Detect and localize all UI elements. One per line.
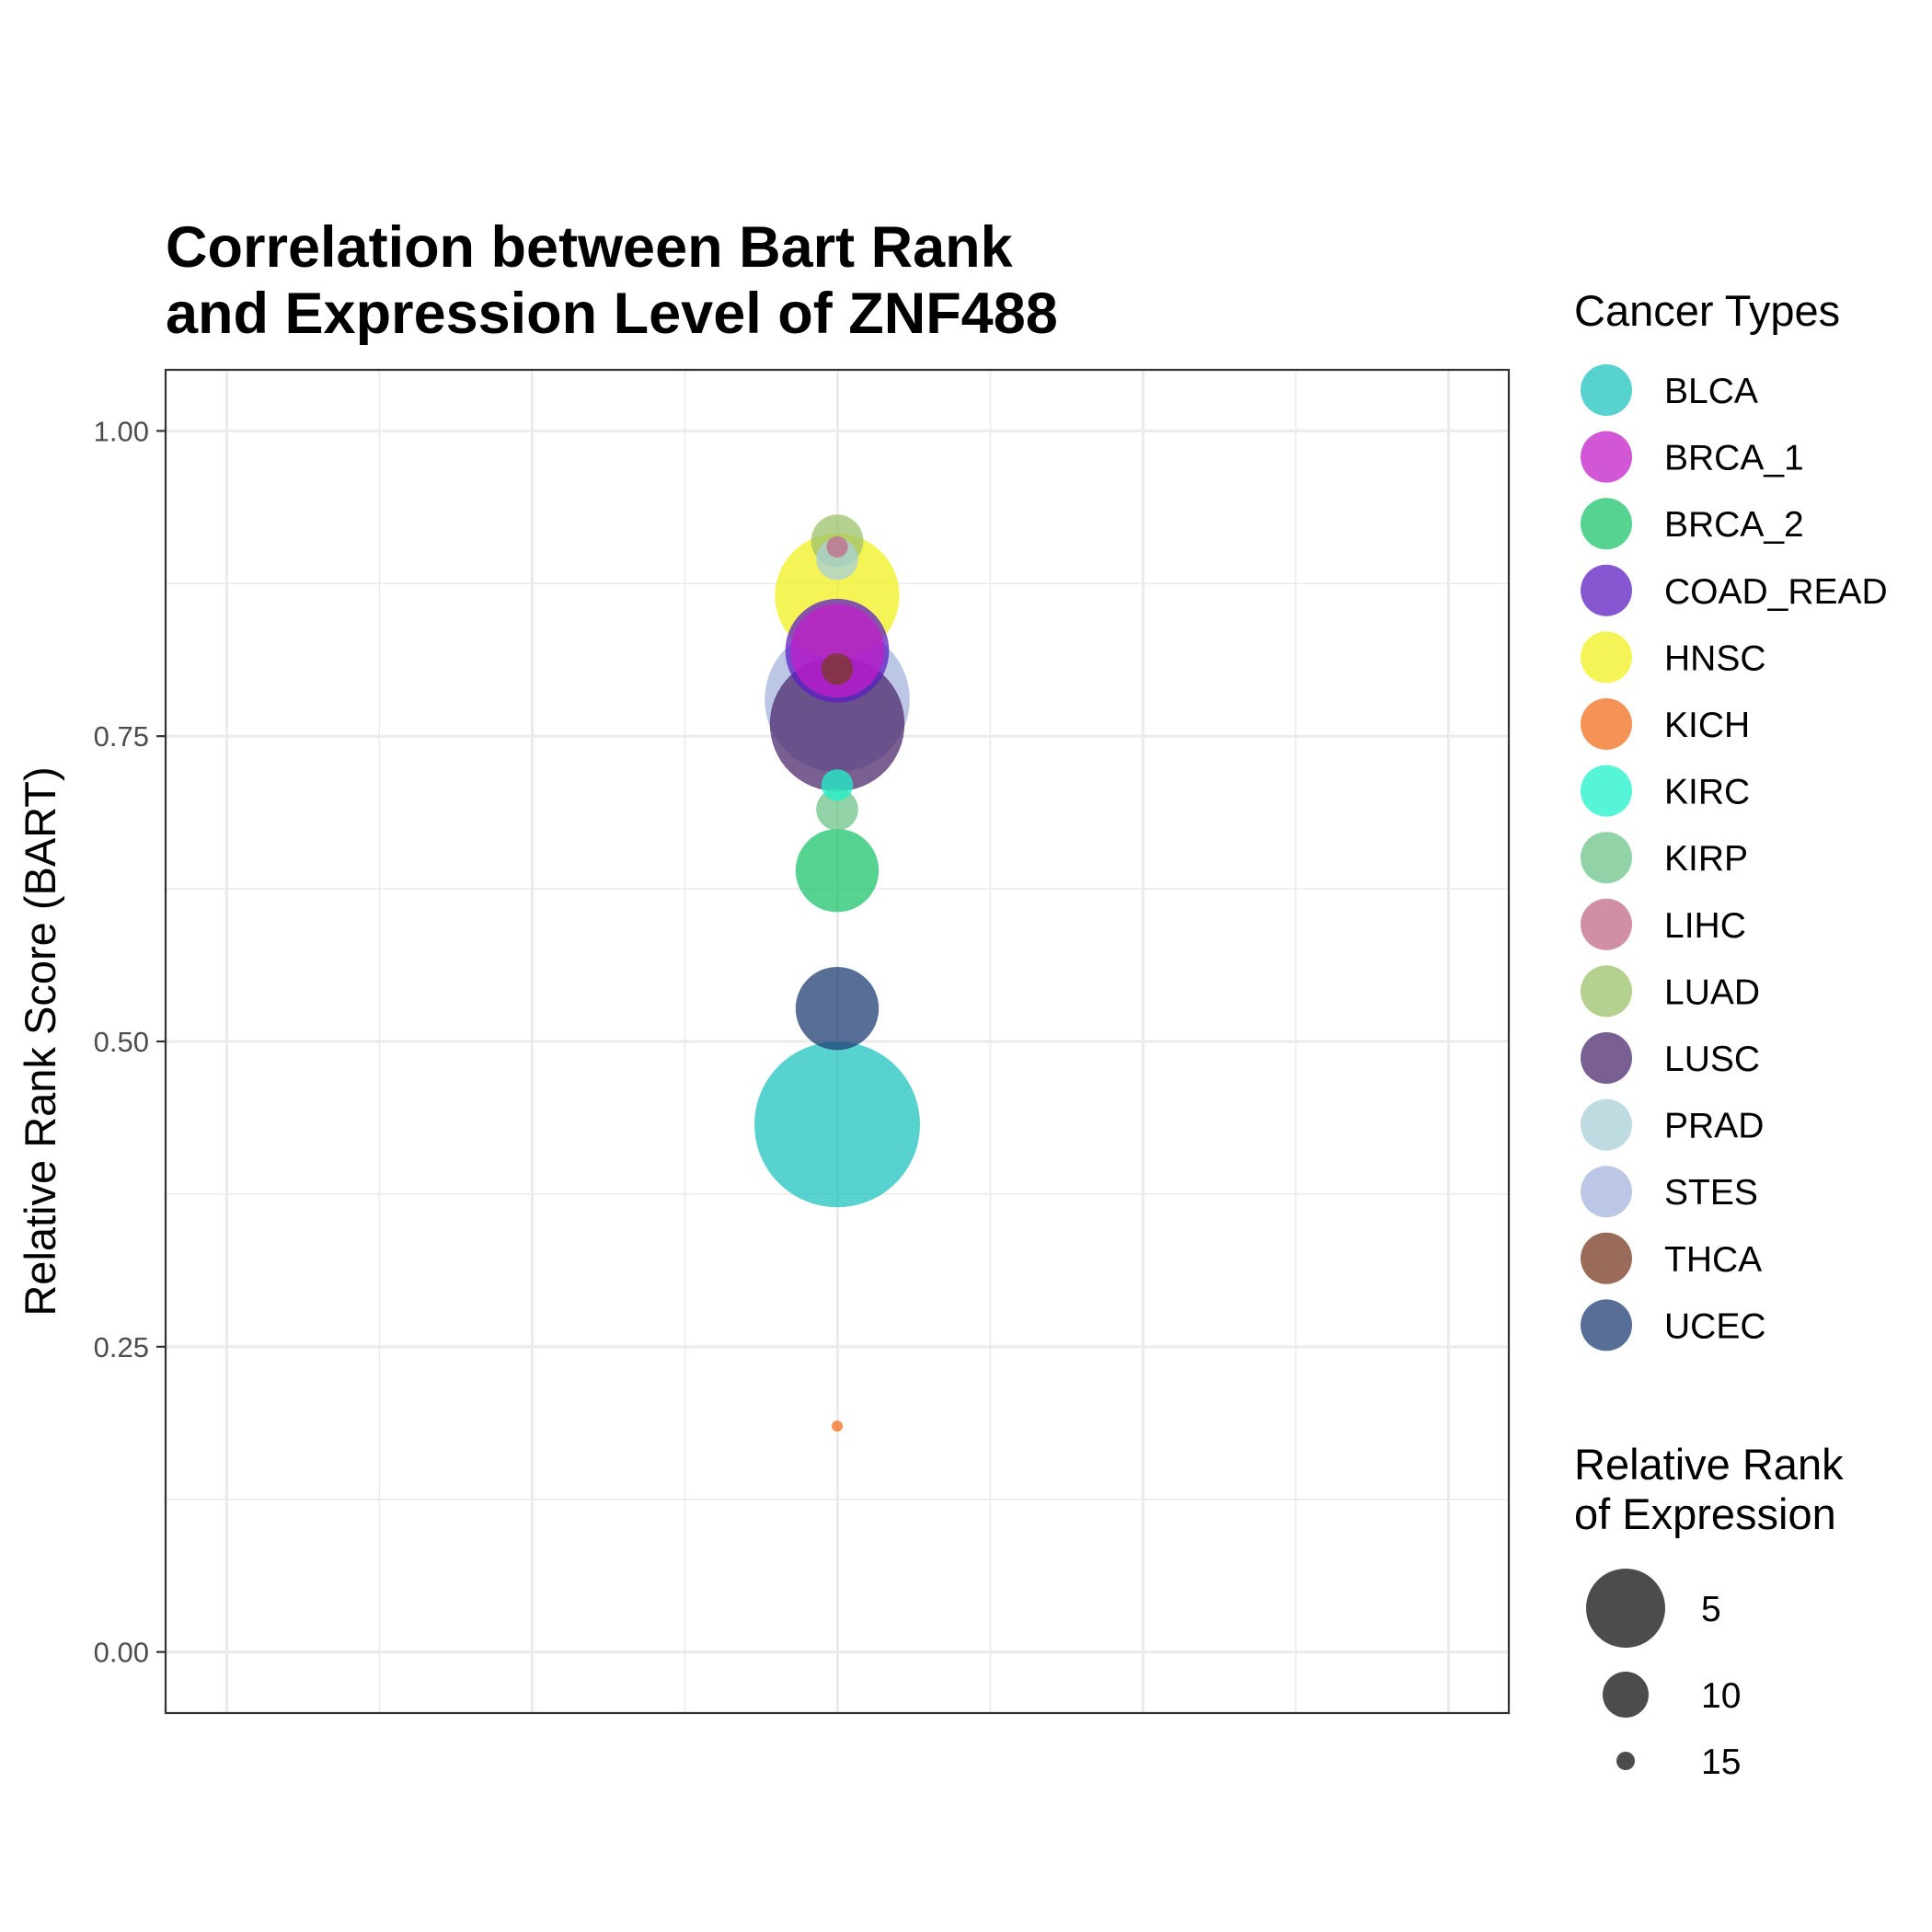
y-tick-label: 1.00 [94,415,149,447]
legend-key-kirp [1581,832,1632,884]
size-legend-label-5: 5 [1701,1590,1721,1629]
y-tick-label: 0.50 [94,1026,149,1058]
legend-label-coad_read: COAD_READ [1664,572,1888,612]
color-legend-title: Cancer Types [1574,286,1840,335]
data-point-kirc [821,769,854,801]
legend-label-brca_1: BRCA_1 [1664,439,1804,478]
y-tick-label: 0.00 [94,1637,149,1669]
size-legend-label-10: 10 [1701,1676,1741,1716]
data-point-lihc [826,535,848,558]
legend-key-luad [1581,965,1632,1018]
legend-key-lusc [1581,1032,1632,1084]
legend-key-blca [1581,364,1632,416]
data-points [754,514,920,1432]
y-axis-title: Relative Rank Score (BART) [16,766,64,1316]
data-point-kich [832,1420,843,1432]
legend-key-coad_read [1581,564,1632,616]
size-legend-title-line-1: Relative Rank [1574,1440,1844,1489]
chart-title-line-2: and Expression Level of ZNF488 [166,282,1058,346]
size-legend-title-line-2: of Expression [1574,1489,1836,1538]
legend-key-prad [1581,1098,1632,1151]
data-point-brca_2 [795,828,880,913]
data-point-ucec [795,966,880,1051]
legend-label-stes: STES [1664,1173,1758,1213]
legend-label-prad: PRAD [1664,1107,1764,1146]
legend-label-thca: THCA [1664,1240,1762,1280]
legend-label-blca: BLCA [1664,372,1758,411]
legend-key-stes [1581,1166,1632,1218]
legend-label-lihc: LIHC [1664,906,1746,946]
legend-label-luad: LUAD [1664,972,1760,1012]
data-point-thca [821,652,854,685]
size-legend-key-10 [1603,1672,1649,1718]
legend-label-brca_2: BRCA_2 [1664,505,1804,545]
chart-title-line-1: Correlation between Bart Rank [166,215,1014,280]
legend-key-brca_2 [1581,498,1632,550]
legend-key-kich [1581,698,1632,750]
data-point-lusc [769,656,905,792]
plot-panel [164,368,1511,1715]
legend-key-kirc [1581,765,1632,817]
legend-key-brca_1 [1581,431,1632,483]
legend-label-hnsc: HNSC [1664,638,1766,678]
size-legend: 5 10 15 [1586,1569,1741,1782]
y-axis: 0.00 0.25 0.50 0.75 1.00 [94,415,166,1669]
legend-label-kirp: KIRP [1664,839,1748,879]
data-point-blca [754,1041,920,1208]
legend-label-ucec: UCEC [1664,1306,1766,1346]
legend-label-kich: KICH [1664,706,1750,745]
size-legend-key-15 [1616,1752,1635,1770]
legend-key-thca [1581,1232,1632,1284]
color-legend: BLCA BRCA_1 BRCA_2 COAD_READ HNSC KICH KIRC KIR… [1581,364,1888,1351]
legend-label-lusc: LUSC [1664,1040,1760,1079]
legend-key-lihc [1581,898,1632,950]
size-legend-key-5 [1586,1569,1665,1648]
y-tick-label: 0.25 [94,1331,149,1363]
data-point-kirp [816,788,858,831]
legend-key-hnsc [1581,631,1632,684]
legend-label-kirc: KIRC [1664,773,1750,812]
size-legend-label-15: 15 [1701,1742,1741,1782]
y-tick-label: 0.75 [94,720,149,753]
data-point-brca_1 [790,604,884,698]
legend-key-ucec [1581,1299,1632,1351]
